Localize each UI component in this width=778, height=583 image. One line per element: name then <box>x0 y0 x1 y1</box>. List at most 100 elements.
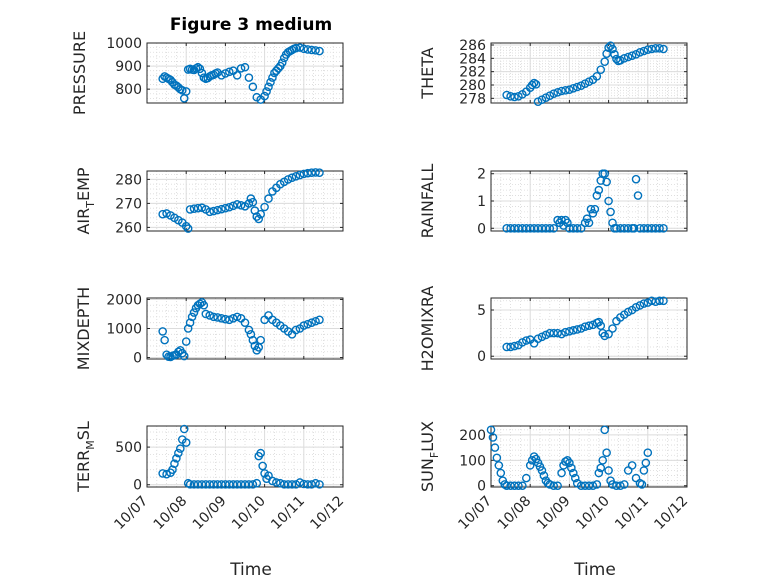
data-point <box>600 57 609 66</box>
data-point <box>612 481 621 491</box>
data-point <box>639 299 649 308</box>
data-point <box>643 45 653 54</box>
data-point <box>193 62 203 72</box>
y-tick-label: 0 <box>477 479 486 495</box>
data-point <box>604 466 613 475</box>
data-point <box>600 169 609 179</box>
data-point <box>623 52 633 62</box>
x-axis-label-left: Time <box>229 560 272 580</box>
y-axis-label: SUNFLUX <box>418 421 441 492</box>
data-point <box>627 461 637 470</box>
y-tick-label: 260 <box>115 220 142 236</box>
figure-title: Figure 3 medium <box>170 15 332 35</box>
data-point <box>268 476 277 486</box>
data-point <box>303 319 313 329</box>
data-point <box>518 481 527 491</box>
data-point <box>213 313 222 322</box>
data-point <box>588 208 598 218</box>
data-point <box>315 168 324 177</box>
data-point <box>565 85 574 94</box>
data-point <box>311 168 320 177</box>
data-point <box>311 478 320 488</box>
data-point <box>563 218 572 228</box>
data-point <box>635 48 645 57</box>
data-point <box>254 214 264 224</box>
data-point <box>600 425 609 435</box>
data-point <box>225 67 234 77</box>
data-point <box>506 342 515 352</box>
y-tick-label: 200 <box>459 428 486 444</box>
data-point <box>217 314 226 323</box>
data-point <box>553 481 562 491</box>
data-point <box>529 78 539 88</box>
data-point <box>299 321 309 330</box>
y-axis-label: MIXDEPTH <box>74 287 93 370</box>
data-point <box>158 74 167 84</box>
data-point <box>594 185 604 195</box>
data-point <box>205 207 215 217</box>
data-point <box>651 297 660 306</box>
y-tick-label: 280 <box>115 172 142 188</box>
data-point <box>283 175 293 184</box>
y-tick-label: 0 <box>477 349 486 365</box>
y-axis-label: PRESSURE <box>70 31 89 115</box>
data-point <box>602 448 611 457</box>
data-point <box>496 468 506 478</box>
data-point <box>594 468 604 478</box>
data-point <box>185 205 195 214</box>
y-axis-label: AIRTEMP <box>74 167 97 234</box>
data-point <box>240 62 250 72</box>
data-point <box>561 327 570 337</box>
data-point <box>158 469 167 478</box>
data-point <box>176 444 185 453</box>
data-point <box>510 92 519 102</box>
data-point <box>521 473 531 483</box>
data-point <box>606 207 615 217</box>
data-point <box>549 89 559 98</box>
data-point <box>553 328 562 338</box>
data-point <box>209 312 218 322</box>
data-point <box>569 84 578 93</box>
y-tick-label: 282 <box>459 65 486 81</box>
data-point <box>488 433 498 442</box>
data-point <box>179 351 189 361</box>
data-point <box>232 200 242 209</box>
data-point <box>619 480 629 489</box>
data-point <box>557 468 566 478</box>
data-point <box>209 206 218 216</box>
data-point <box>303 480 313 489</box>
data-point <box>275 478 285 488</box>
data-point <box>299 44 309 54</box>
data-point <box>244 73 254 82</box>
y-tick-label: 280 <box>459 78 486 94</box>
y-tick-label: 1000 <box>106 322 142 338</box>
data-point <box>514 481 523 491</box>
data-point <box>655 223 664 233</box>
data-point <box>633 191 643 200</box>
data-point <box>592 72 602 81</box>
data-point <box>557 86 566 96</box>
data-point <box>608 218 617 228</box>
data-point <box>260 202 269 212</box>
data-point <box>604 43 613 52</box>
data-point <box>608 324 617 333</box>
data-point <box>565 326 574 336</box>
data-point <box>277 58 287 67</box>
data-point <box>268 73 277 82</box>
y-tick-label: 270 <box>115 196 142 212</box>
y-tick-label: 800 <box>115 82 142 98</box>
data-point <box>179 424 189 434</box>
data-point <box>244 480 254 489</box>
data-point <box>659 296 668 306</box>
data-point <box>631 174 641 184</box>
data-point <box>244 325 254 335</box>
data-point <box>596 463 606 473</box>
data-point <box>572 82 582 92</box>
data-point <box>580 322 590 331</box>
data-point <box>545 480 555 489</box>
data-point <box>527 80 537 90</box>
data-point <box>502 342 511 352</box>
data-point <box>248 82 258 92</box>
data-point <box>250 341 260 351</box>
